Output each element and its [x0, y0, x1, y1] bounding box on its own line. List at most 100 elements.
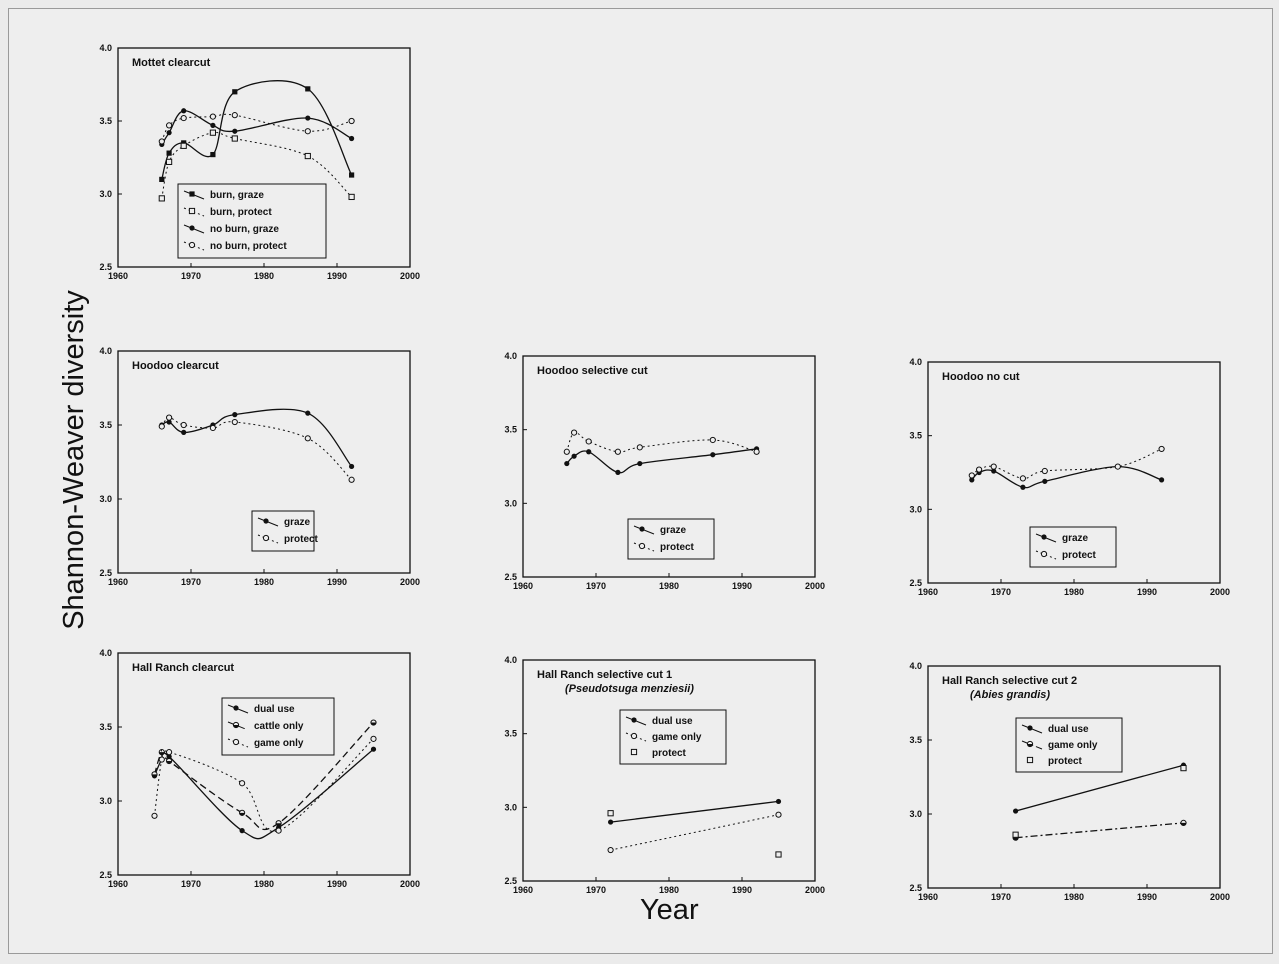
- x-tick-label: 1990: [1137, 587, 1157, 597]
- series-line: [162, 111, 352, 145]
- data-point: [167, 750, 172, 755]
- data-point: [232, 412, 237, 417]
- series-line: [162, 409, 352, 466]
- panel-subtitle: (Pseudotsuga menziesii): [565, 683, 694, 695]
- chart-panel-1: 196019701980199020002.53.03.54.0Mottet c…: [99, 43, 420, 281]
- data-point: [167, 159, 172, 164]
- data-point: [586, 449, 591, 454]
- y-tick-label: 3.0: [909, 809, 922, 819]
- y-tick-label: 2.5: [99, 568, 112, 578]
- y-tick-label: 4.0: [504, 351, 517, 361]
- legend-label: burn, graze: [210, 190, 264, 201]
- y-tick-label: 2.5: [504, 572, 517, 582]
- x-tick-label: 1980: [254, 271, 274, 281]
- data-point: [240, 810, 245, 815]
- data-point: [349, 477, 354, 482]
- x-tick-label: 2000: [1210, 587, 1230, 597]
- legend-label: no burn, graze: [210, 224, 279, 235]
- legend-marker: [1027, 757, 1032, 762]
- data-point: [608, 811, 613, 816]
- data-point: [167, 758, 172, 763]
- data-point: [305, 153, 310, 158]
- legend: dual usegame onlyprotect: [1016, 718, 1122, 772]
- legend-marker: [631, 733, 636, 738]
- panel-title: Hall Ranch selective cut 1: [537, 669, 672, 681]
- x-tick-label: 1980: [659, 885, 679, 895]
- data-point: [1181, 766, 1186, 771]
- data-point: [210, 425, 215, 430]
- x-tick-label: 1970: [181, 271, 201, 281]
- data-point: [371, 747, 376, 752]
- legend-label: graze: [660, 525, 687, 536]
- legend-label: protect: [284, 534, 319, 545]
- legend-marker: [233, 722, 238, 727]
- data-point: [181, 143, 186, 148]
- series-line: [162, 418, 352, 480]
- data-point: [167, 415, 172, 420]
- y-tick-label: 2.5: [504, 876, 517, 886]
- data-point: [232, 113, 237, 118]
- data-point: [1020, 476, 1025, 481]
- chart-panel-6: 196019701980199020002.53.03.54.0Hall Ran…: [504, 655, 825, 895]
- data-point: [615, 470, 620, 475]
- data-point: [167, 123, 172, 128]
- series-line: [162, 114, 352, 141]
- data-point: [776, 852, 781, 857]
- data-point: [1042, 468, 1047, 473]
- legend-marker: [263, 518, 268, 523]
- y-tick-label: 4.0: [99, 346, 112, 356]
- data-point: [969, 473, 974, 478]
- x-tick-label: 1960: [513, 581, 533, 591]
- data-point: [181, 422, 186, 427]
- data-point: [232, 89, 237, 94]
- legend-marker: [189, 191, 194, 196]
- data-point: [977, 467, 982, 472]
- panel-title: Hoodoo selective cut: [537, 365, 648, 377]
- y-tick-label: 4.0: [909, 661, 922, 671]
- data-point: [371, 720, 376, 725]
- legend-label: game only: [254, 738, 304, 749]
- data-point: [349, 464, 354, 469]
- data-point: [1013, 808, 1018, 813]
- data-point: [159, 424, 164, 429]
- x-tick-label: 1990: [1137, 892, 1157, 902]
- data-point: [210, 114, 215, 119]
- x-tick-label: 2000: [400, 271, 420, 281]
- data-point: [232, 419, 237, 424]
- data-point: [564, 449, 569, 454]
- x-tick-label: 1990: [327, 577, 347, 587]
- legend-marker: [631, 717, 636, 722]
- x-tick-label: 1970: [586, 581, 606, 591]
- data-point: [210, 130, 215, 135]
- panel-title: Mottet clearcut: [132, 57, 211, 69]
- data-point: [710, 452, 715, 457]
- legend-marker: [639, 526, 644, 531]
- data-point: [159, 177, 164, 182]
- chart-panel-3: 196019701980199020002.53.03.54.0Hoodoo s…: [504, 351, 825, 591]
- x-tick-label: 1960: [918, 892, 938, 902]
- legend-label: burn, protect: [210, 207, 272, 218]
- y-tick-label: 3.0: [99, 189, 112, 199]
- x-tick-label: 1980: [254, 577, 274, 587]
- legend-label: graze: [1062, 533, 1089, 544]
- data-point: [240, 781, 245, 786]
- data-point: [586, 439, 591, 444]
- x-tick-label: 1990: [327, 879, 347, 889]
- legend-marker: [1027, 725, 1032, 730]
- legend-label: dual use: [1048, 724, 1089, 735]
- x-tick-label: 1990: [327, 271, 347, 281]
- legend-label: graze: [284, 517, 311, 528]
- chart-panel-7: 196019701980199020002.53.03.54.0Hall Ran…: [909, 661, 1230, 902]
- data-point: [349, 172, 354, 177]
- data-point: [637, 461, 642, 466]
- y-tick-label: 3.5: [504, 729, 517, 739]
- legend: dual usegame onlyprotect: [620, 710, 726, 764]
- data-point: [167, 130, 172, 135]
- legend-marker: [263, 535, 268, 540]
- data-point: [608, 819, 613, 824]
- legend-marker: [233, 705, 238, 710]
- y-tick-label: 3.0: [504, 498, 517, 508]
- data-point: [349, 118, 354, 123]
- legend-marker: [189, 208, 194, 213]
- y-tick-label: 3.5: [99, 420, 112, 430]
